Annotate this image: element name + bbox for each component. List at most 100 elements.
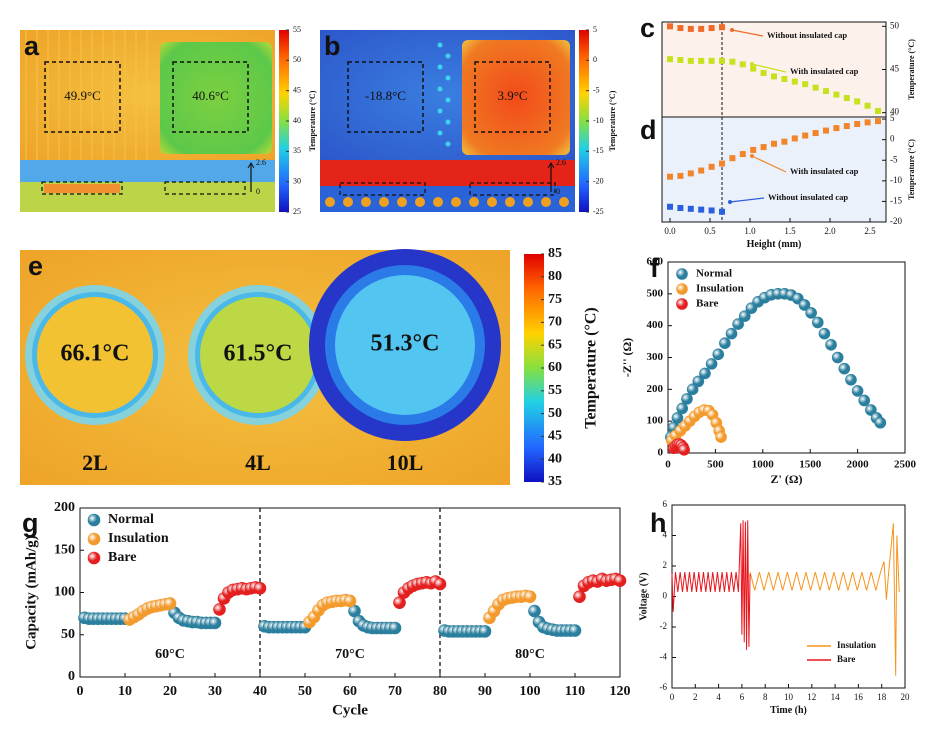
annotation-arrow <box>751 155 787 173</box>
circuit-trace <box>135 30 137 160</box>
y-tick-label: 40 <box>890 107 900 117</box>
circle-marker <box>725 327 738 340</box>
strip-spot <box>325 197 335 207</box>
legend-marker <box>676 268 688 280</box>
y-tick-label: 6 <box>663 499 668 509</box>
panel-letter: e <box>28 251 43 281</box>
x-axis-label: Cycle <box>332 703 368 719</box>
square-marker <box>843 95 850 101</box>
strip-spot <box>469 197 479 207</box>
circuit-trace <box>69 30 71 160</box>
square-marker <box>708 163 715 170</box>
voltage-line <box>749 523 900 676</box>
legend-marker <box>676 298 688 310</box>
x-tick-label: 120 <box>610 684 631 699</box>
strip-spot <box>451 197 461 207</box>
x-tick-label: 4 <box>716 692 721 702</box>
colorbar <box>279 30 289 212</box>
square-marker <box>843 123 850 130</box>
plot-frame <box>671 504 906 689</box>
legend-marker <box>87 513 101 527</box>
colorbar-tick-label: -25 <box>593 207 604 216</box>
circle-marker <box>343 594 357 608</box>
legend-label: Insulation <box>837 640 876 650</box>
x-tick-label: 100 <box>520 684 541 699</box>
x-tick-label: 0.5 <box>704 226 716 236</box>
y-axis-label: Temperature (°C) <box>907 39 916 100</box>
legend-label: Insulation <box>108 531 169 546</box>
circle-marker <box>845 373 857 386</box>
x-tick-label: 0.0 <box>664 226 676 236</box>
square-marker <box>781 138 788 145</box>
square-marker <box>729 58 736 65</box>
square-marker <box>687 170 694 177</box>
circle-marker <box>681 393 693 405</box>
x-tick-label: 1500 <box>799 458 822 470</box>
x-tick-label: 14 <box>831 692 841 702</box>
colorbar-tick-label: 60 <box>548 360 562 375</box>
y-tick-label: 100 <box>54 585 75 600</box>
square-marker <box>802 81 809 88</box>
circuit-trace <box>36 30 38 160</box>
colorbar-tick-label: 70 <box>548 315 562 330</box>
circuit-trace <box>124 30 126 160</box>
circle-marker <box>818 327 831 340</box>
scale-label: 2.6 <box>256 158 266 167</box>
y-tick-label: 0 <box>68 669 75 684</box>
circle-marker <box>798 299 811 311</box>
voltage-line <box>671 520 751 650</box>
y-tick-label: 0 <box>890 134 895 144</box>
x-tick-label: 30 <box>208 684 222 699</box>
circle-marker <box>738 310 751 322</box>
circle-marker <box>568 624 582 637</box>
panel-letter: f <box>650 253 660 283</box>
y-tick-label: 4 <box>663 530 668 540</box>
circle-marker <box>805 307 817 319</box>
dashed-box <box>172 61 249 133</box>
y-tick-label: -10 <box>890 175 902 185</box>
legend-label: Bare <box>108 550 137 565</box>
circuit-trace <box>113 30 115 160</box>
circuit-trace <box>80 30 82 160</box>
circle-marker <box>523 590 537 604</box>
plot-frame <box>661 116 887 223</box>
temperature-label: 51.3°C <box>371 331 440 357</box>
square-marker <box>760 144 767 151</box>
panel-letter: c <box>640 13 655 43</box>
circle-marker <box>858 394 871 407</box>
circle-marker <box>719 337 731 349</box>
y-tick-label: -4 <box>660 652 668 662</box>
panel-letter: h <box>650 508 667 538</box>
colorbar-tick-label: 35 <box>293 146 301 155</box>
circle-marker <box>478 625 492 638</box>
circle-marker <box>715 431 727 443</box>
circle-marker <box>732 318 744 330</box>
circle-marker <box>676 402 689 415</box>
colorbar-tick-label: 45 <box>293 85 301 94</box>
square-marker <box>708 25 715 32</box>
circle-marker <box>433 577 447 591</box>
square-marker <box>708 57 715 64</box>
square-marker <box>812 84 819 91</box>
circle-marker <box>613 574 627 587</box>
y-tick-label: 100 <box>647 415 664 427</box>
colorbar-tick-label: 80 <box>548 269 562 284</box>
legend-label: Normal <box>108 512 154 527</box>
temperature-label: 3.9°C <box>497 88 527 103</box>
x-tick-label: 0 <box>665 458 671 470</box>
temperature-label: -18.8°C <box>365 88 406 103</box>
circle-marker <box>208 616 222 630</box>
temperature-label: 49.9°C <box>64 88 101 103</box>
x-tick-label: 80 <box>433 684 447 699</box>
x-tick-label: 20 <box>901 692 911 702</box>
colorbar-tick-label: 75 <box>548 292 562 307</box>
circuit-spot <box>445 97 451 103</box>
temperature-label: 66.1°C <box>61 341 130 367</box>
colorbar-tick-label: -10 <box>593 116 604 125</box>
square-marker <box>698 25 705 32</box>
y-tick-label: -15 <box>890 195 902 205</box>
circle-marker <box>671 412 684 424</box>
square-marker <box>739 151 746 158</box>
strip-spot <box>433 197 443 207</box>
